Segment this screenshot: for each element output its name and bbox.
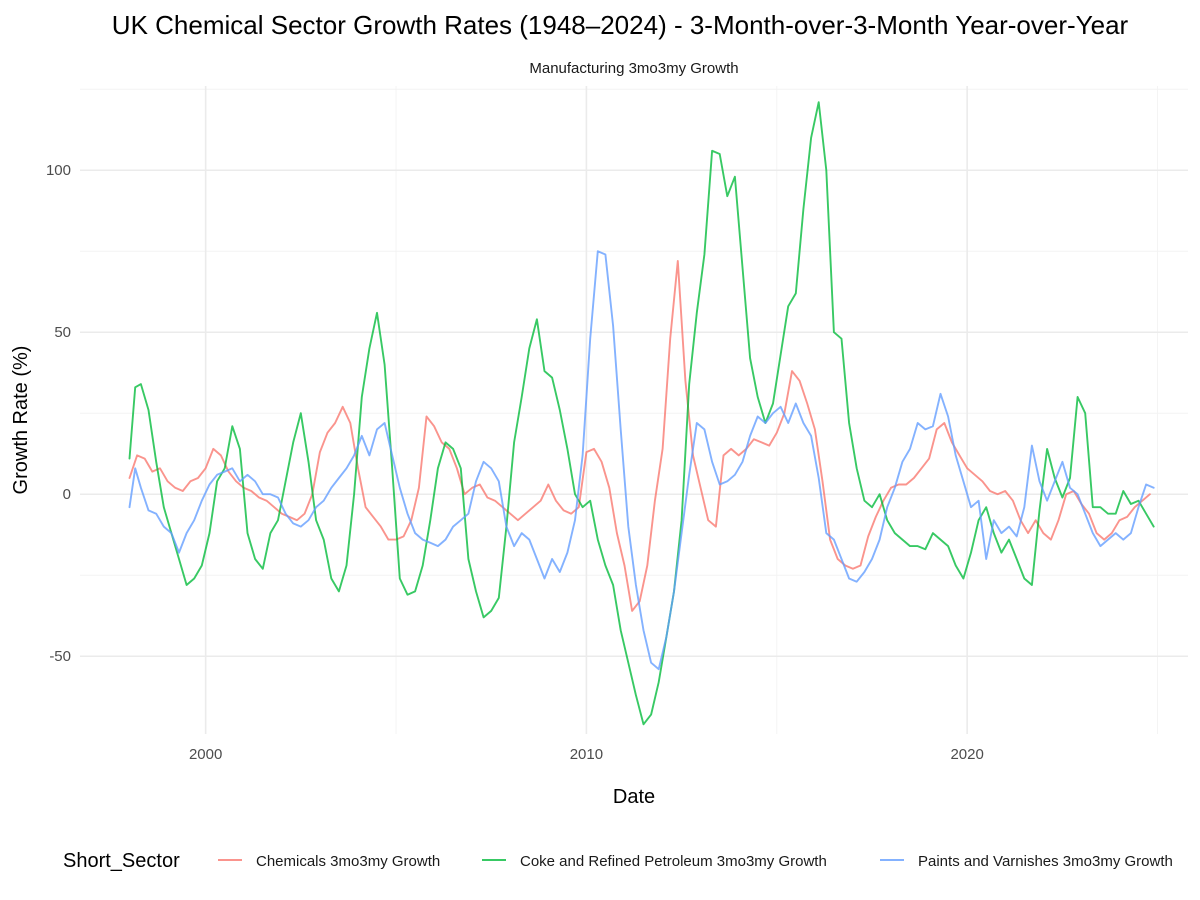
- legend-title: Short_Sector: [63, 850, 180, 872]
- legend-items: Chemicals 3mo3my Growth Coke and Refined …: [218, 853, 1173, 870]
- series-lines: [128, 101, 1155, 726]
- plot-panel: [80, 86, 1188, 734]
- x-tick-label: 2020: [950, 746, 983, 763]
- y-tick-label: 100: [46, 162, 71, 179]
- legend-label: Paints and Varnishes 3mo3my Growth: [918, 853, 1173, 870]
- series-line-1: [128, 260, 1151, 612]
- x-tick-label: 2010: [570, 746, 603, 763]
- x-tick-label: 2000: [189, 746, 222, 763]
- legend: Short_Sector Chemicals 3mo3my Growth Coke…: [63, 850, 1173, 872]
- series-line-3: [128, 250, 1155, 671]
- y-tick-label: 0: [63, 486, 71, 503]
- chart-subtitle: Manufacturing 3mo3my Growth: [529, 60, 738, 77]
- y-axis-title: Growth Rate (%): [10, 346, 32, 495]
- legend-label: Coke and Refined Petroleum 3mo3my Growth: [520, 853, 827, 870]
- y-tick-label: -50: [49, 648, 71, 665]
- legend-item-1: Chemicals 3mo3my Growth: [218, 853, 440, 870]
- legend-item-2: Coke and Refined Petroleum 3mo3my Growth: [482, 853, 827, 870]
- y-axis-ticks: -50 0 50 100: [46, 162, 71, 665]
- chart-title: UK Chemical Sector Growth Rates (1948–20…: [112, 10, 1129, 40]
- series-line-2: [128, 101, 1155, 726]
- y-tick-label: 50: [54, 324, 71, 341]
- grid-lines: [80, 86, 1188, 734]
- legend-item-3: Paints and Varnishes 3mo3my Growth: [880, 853, 1173, 870]
- x-axis-ticks: 2000 2010 2020: [189, 746, 984, 763]
- x-axis-title: Date: [613, 786, 655, 808]
- legend-label: Chemicals 3mo3my Growth: [256, 853, 440, 870]
